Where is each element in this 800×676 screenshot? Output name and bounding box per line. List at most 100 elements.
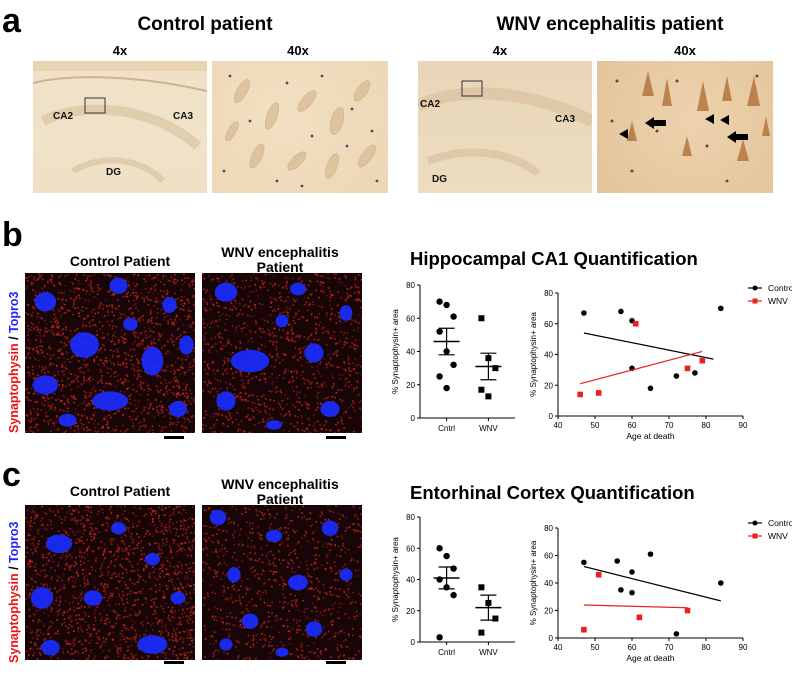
x-tick-label: WNV [479,648,498,657]
data-point [618,309,624,315]
nucleus [92,391,128,410]
c-wnv-scalebar [326,661,346,664]
data-point [581,310,587,316]
nucleus [58,414,76,427]
data-point [478,584,484,590]
arrowhead-icon [705,114,714,124]
c-control-scalebar [164,661,184,664]
data-point [436,545,442,551]
x-tick-label: 90 [739,421,748,430]
panel-c-letter: c [2,458,21,492]
c-wnv-fluor-svg [202,505,362,660]
regression-line [580,351,702,383]
nucleus [33,375,58,394]
data-point [581,560,587,566]
y-axis-label: % Synaptophysin+ area [529,312,538,397]
nucleus [171,592,186,604]
data-point [633,321,639,327]
x-tick-label: 50 [591,643,600,652]
nucleus [290,283,306,296]
data-point [674,631,680,637]
nucleus [138,635,168,654]
x-tick-label: Cntrl [438,648,455,657]
y-tick-label: 0 [549,634,554,643]
b-control-fluor-svg [25,273,195,433]
data-point [685,608,691,614]
data-point [443,302,449,308]
c-synaptophysin-label: Synaptophysin [7,573,21,663]
y-tick-label: 20 [544,381,553,390]
nucleus [215,283,237,302]
nucleus [231,350,269,372]
data-point [718,580,724,586]
x-tick-label: 90 [739,643,748,652]
nucleus [275,648,288,657]
data-point [436,298,442,304]
b-wnv-label-line1: WNV encephalitis [200,245,360,260]
y-tick-label: 0 [411,414,416,423]
c-wnv-fluorescence [202,505,362,660]
regression-line [584,605,688,608]
nucleus [46,534,72,553]
b-quant-title: Hippocampal CA1 Quantification [410,248,698,270]
wnv-patient-title: WNV encephalitis patient [440,14,780,36]
wnv-region-dg-label: DG [432,174,447,185]
data-point [478,315,484,321]
x-tick-label: 70 [665,643,674,652]
nucleus [227,567,240,583]
b-stain-label: Synaptophysin / Topro3 [7,292,21,433]
y-axis-label: % Synaptophysin+ area [391,537,400,622]
nucleus [288,575,308,591]
nucleus [35,292,57,311]
data-point [718,306,724,312]
data-point [450,362,456,368]
data-point [436,373,442,379]
nucleus [31,587,53,609]
nucleus [162,297,176,313]
x-axis-label: Age at death [626,653,674,663]
arrowhead-icon [720,115,729,125]
nucleus [340,305,353,321]
y-tick-label: 60 [544,320,553,329]
wnv-region-ca3-label: CA3 [555,114,575,125]
wnv-4x-label: 4x [480,43,520,58]
region-ca3-label: CA3 [173,111,193,122]
regression-line [584,567,721,601]
x-tick-label: Cntrl [438,424,455,433]
data-point [648,386,654,392]
y-tick-label: 20 [406,607,415,616]
data-point [648,551,654,557]
data-point [629,590,635,596]
x-tick-label: 60 [628,421,637,430]
control-40x-micrograph [212,61,388,193]
region-ca2-label: CA2 [53,111,73,122]
nucleus [123,318,137,331]
b-control-fluorescence [25,273,195,433]
data-point [674,373,680,379]
data-point [618,587,624,593]
c-control-label: Control Patient [40,484,200,499]
y-tick-label: 0 [411,638,416,647]
nucleus [266,530,283,542]
nucleus [179,335,193,354]
y-axis-label: % Synaptophysin+ area [529,540,538,625]
nucleus [145,553,160,565]
nucleus [339,569,352,581]
nucleus [320,401,339,417]
x-tick-label: 80 [702,643,711,652]
wnv-40x-micrograph [597,61,773,193]
y-tick-label: 0 [549,412,554,421]
data-point [614,558,620,564]
nucleus [219,638,232,650]
legend-marker [753,299,758,304]
panel-b-letter: b [2,218,23,252]
b-wnv-fluor-svg [202,273,362,433]
c-wnv-label-line1: WNV encephalitis [200,477,360,492]
nucleus [109,278,127,294]
data-point [581,627,587,633]
panel-a-letter: a [2,4,21,38]
legend-label: WNV [768,296,788,306]
y-tick-label: 40 [406,348,415,357]
